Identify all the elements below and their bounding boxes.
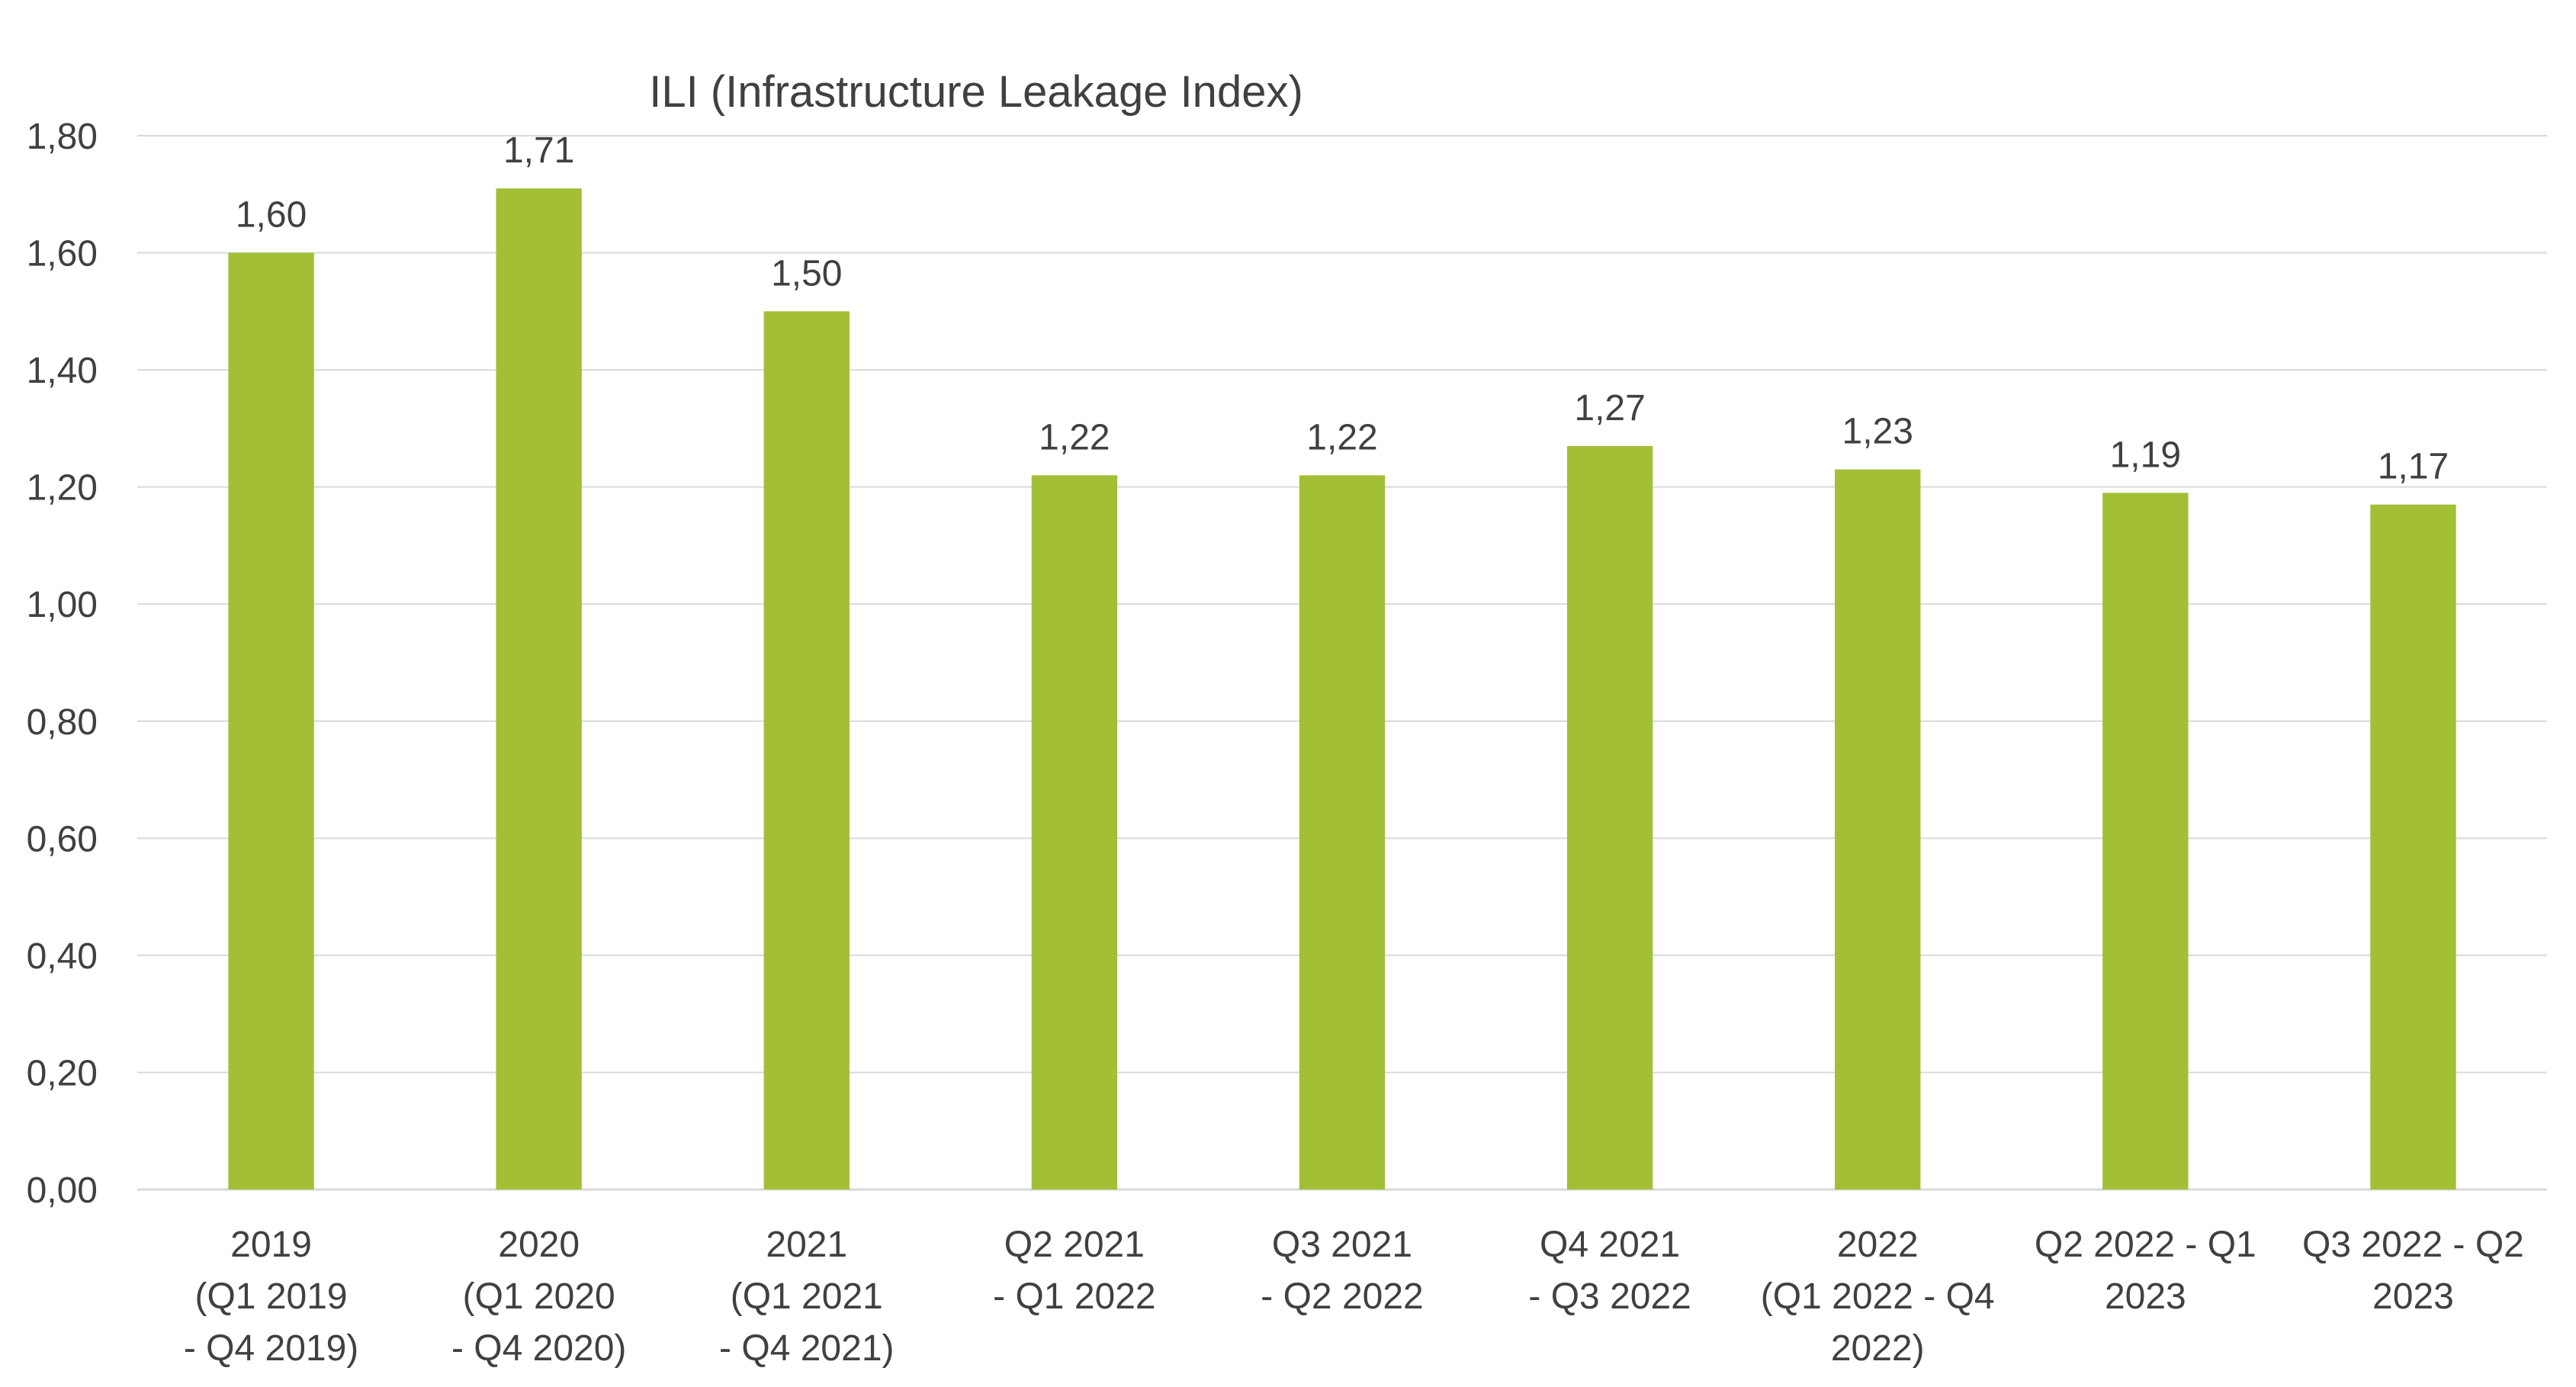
x-tick-label-line: - Q2 2022 xyxy=(1261,1276,1423,1317)
data-label: 1,71 xyxy=(503,130,574,171)
x-tick-label-line: Q3 2022 - Q2 xyxy=(2302,1225,2524,1265)
data-label: 1,19 xyxy=(2110,435,2181,475)
x-tick-label-line: 2021 xyxy=(766,1225,847,1265)
y-tick-label: 1,80 xyxy=(27,117,98,157)
data-label: 1,50 xyxy=(771,253,842,294)
y-tick-label: 1,00 xyxy=(27,585,98,625)
data-label: 1,17 xyxy=(2378,447,2449,487)
y-tick-label: 1,20 xyxy=(27,468,98,509)
x-tick-label: 2022 (Q1 2022 - Q4 2022) xyxy=(1761,1225,1995,1369)
x-tick-label: 2020 (Q1 2020 - Q4 2020) xyxy=(451,1225,626,1369)
x-tick-label-line: - Q4 2019) xyxy=(184,1328,358,1369)
x-tick-label-line: (Q1 2019 xyxy=(194,1276,347,1317)
y-tick-label: 0,40 xyxy=(27,936,98,977)
data-label: 1,27 xyxy=(1574,388,1645,429)
x-axis-categories: 2019 (Q1 2019 - Q4 2019) 2020 (Q1 2020 - Q4 2… xyxy=(184,1225,2524,1369)
y-tick-label: 0,00 xyxy=(27,1170,98,1211)
bar xyxy=(1031,475,1118,1190)
data-label: 1,22 xyxy=(1306,417,1377,458)
x-tick-label: Q2 2021 - Q1 2022 xyxy=(993,1225,1155,1317)
y-tick-label: 1,60 xyxy=(27,234,98,275)
x-tick-label-line: 2019 xyxy=(230,1225,312,1265)
x-tick-label-line: Q2 2022 - Q1 xyxy=(2035,1225,2256,1265)
bar xyxy=(2370,504,2456,1190)
bar xyxy=(1835,469,1921,1190)
data-label: 1,60 xyxy=(236,195,307,236)
x-tick-label: 2021 (Q1 2021 - Q4 2021) xyxy=(719,1225,894,1369)
x-tick-label-line: Q3 2021 xyxy=(1272,1225,1412,1265)
data-label: 1,22 xyxy=(1039,417,1110,458)
bar xyxy=(228,252,314,1190)
x-tick-label: Q3 2021 - Q2 2022 xyxy=(1261,1225,1423,1317)
x-tick-label-line: Q4 2021 xyxy=(1540,1225,1680,1265)
y-tick-label: 0,60 xyxy=(27,819,98,859)
bar xyxy=(496,188,582,1190)
x-tick-label-line: - Q4 2020) xyxy=(451,1328,626,1369)
x-tick-label: 2019 (Q1 2019 - Q4 2019) xyxy=(184,1225,358,1369)
bar xyxy=(763,311,850,1190)
x-tick-label: Q2 2022 - Q1 2023 xyxy=(2035,1225,2256,1317)
data-labels: 1,60 1,71 1,50 1,22 1,22 1,27 1,23 1,19 1,17 xyxy=(236,130,2449,487)
y-tick-label: 1,40 xyxy=(27,351,98,391)
x-tick-label-line: 2023 xyxy=(2372,1276,2454,1317)
y-tick-label: 0,80 xyxy=(27,702,98,743)
x-tick-label-line: (Q1 2020 xyxy=(463,1276,615,1317)
data-label: 1,23 xyxy=(1842,412,1913,452)
x-tick-label-line: - Q1 2022 xyxy=(993,1276,1155,1317)
bars xyxy=(228,188,2456,1190)
chart-title: ILI (Infrastructure Leakage Index) xyxy=(649,67,1303,117)
x-tick-label-line: - Q3 2022 xyxy=(1528,1276,1691,1317)
x-tick-label-line: 2022 xyxy=(1837,1225,1919,1265)
x-tick-label-line: 2022) xyxy=(1831,1328,1925,1369)
y-axis-ticks: 0,00 0,20 0,40 0,60 0,80 1,00 1,20 1,40 1,60 1,80 xyxy=(27,117,98,1211)
bar xyxy=(1299,475,1386,1190)
x-tick-label-line: (Q1 2021 xyxy=(731,1276,883,1317)
x-tick-label-line: Q2 2021 xyxy=(1004,1225,1145,1265)
x-tick-label-line: (Q1 2022 - Q4 xyxy=(1761,1276,1995,1317)
x-tick-label: Q3 2022 - Q2 2023 xyxy=(2302,1225,2524,1317)
x-tick-label-line: - Q4 2021) xyxy=(719,1328,894,1369)
y-tick-label: 0,20 xyxy=(27,1053,98,1093)
x-tick-label: Q4 2021 - Q3 2022 xyxy=(1528,1225,1691,1317)
x-tick-label-line: 2020 xyxy=(498,1225,580,1265)
x-tick-label-line: 2023 xyxy=(2105,1276,2186,1317)
bar xyxy=(1566,445,1653,1190)
bar xyxy=(2102,493,2189,1190)
